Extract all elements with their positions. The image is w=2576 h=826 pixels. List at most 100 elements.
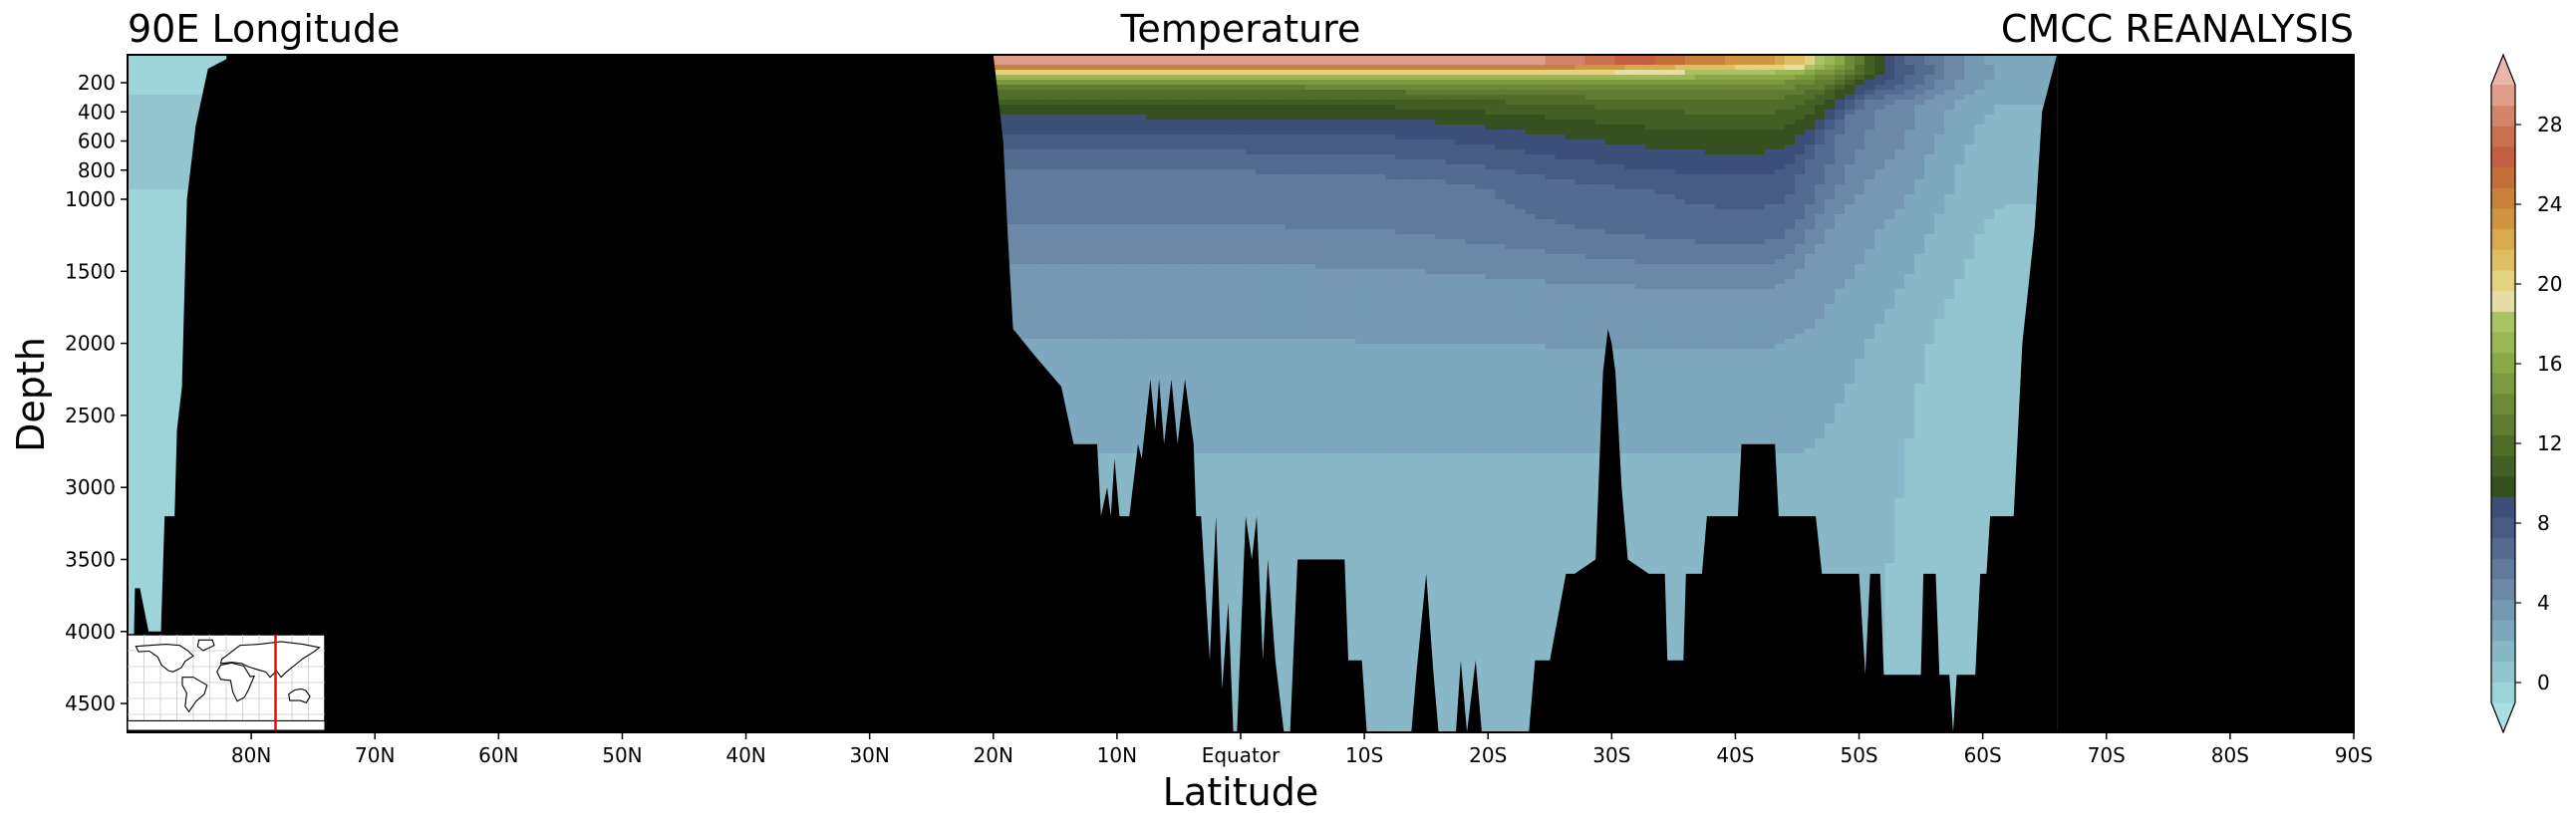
contour-cell: [1734, 174, 1746, 210]
y-tick-label: 3500: [65, 547, 116, 571]
contour-cell: [1215, 264, 1227, 340]
contour-cell: [1694, 244, 1706, 265]
contour-cell: [1435, 85, 1446, 91]
contour-cell: [1584, 159, 1596, 185]
contour-cell: [1405, 75, 1416, 81]
contour-cell: [1614, 90, 1626, 101]
contour-cell: [1525, 55, 1537, 66]
contour-cell: [1215, 55, 1227, 66]
land-mask-antarctica: [2057, 55, 2354, 732]
contour-cell: [1475, 189, 1487, 245]
contour-cell: [1455, 70, 1467, 76]
contour-cell: [1345, 90, 1356, 101]
contour-cell: [1235, 55, 1247, 66]
contour-cell: [1225, 55, 1237, 66]
contour-cell: [128, 55, 139, 96]
colorbar-band: [2491, 558, 2515, 580]
contour-cell: [1835, 184, 1846, 215]
contour-cell: [1435, 344, 1446, 454]
contour-cell: [1045, 70, 1057, 76]
contour-cell: [1095, 105, 1107, 116]
contour-cell: [1574, 65, 1586, 71]
contour-cell: [1864, 90, 1875, 96]
contour-cell: [1195, 90, 1207, 101]
contour-cell: [1085, 85, 1097, 91]
contour-cell: [1845, 70, 1856, 76]
contour-cell: [1495, 169, 1507, 200]
contour-cell: [1235, 70, 1247, 76]
contour-cell: [1105, 70, 1117, 76]
contour-cell: [1286, 453, 1296, 732]
contour-cell: [1944, 90, 1955, 111]
contour-cell: [1924, 65, 1935, 76]
contour-cell: [1335, 90, 1346, 101]
contour-cell: [1286, 90, 1296, 101]
contour-cell: [1195, 75, 1207, 81]
contour-cell: [1495, 149, 1507, 170]
contour-cell: [996, 105, 1007, 116]
contour-cell: [1435, 70, 1446, 76]
contour-cell: [1215, 169, 1227, 225]
contour-cell: [1744, 85, 1756, 91]
contour-cell: [1714, 115, 1726, 131]
contour-cell: [1045, 75, 1057, 81]
contour-cell: [1694, 130, 1706, 150]
contour-cell: [1555, 254, 1567, 285]
contour-cell: [1744, 130, 1756, 155]
contour-cell: [1335, 105, 1346, 121]
contour-cell: [1714, 80, 1726, 86]
contour-cell: [1515, 453, 1527, 732]
contour-cell: [1425, 234, 1436, 275]
contour-cell: [1855, 149, 1865, 195]
contour-cell: [1724, 90, 1736, 101]
contour-cell: [1105, 224, 1117, 265]
contour-cell: [1125, 75, 1137, 81]
contour-cell: [1594, 90, 1606, 101]
contour-cell: [1025, 264, 1037, 340]
contour-cell: [1435, 453, 1446, 732]
contour-cell: [1884, 159, 1895, 220]
contour-cell: [1035, 169, 1047, 225]
contour-cell: [1405, 159, 1416, 180]
contour-cell: [1934, 80, 1945, 96]
contour-cell: [1175, 70, 1187, 76]
contour-cell: [1515, 149, 1527, 175]
contour-cell: [1815, 244, 1826, 320]
colorbar-tick-label: 0: [2537, 671, 2550, 694]
contour-cell: [1455, 100, 1467, 111]
contour-cell: [1115, 90, 1127, 101]
contour-cell: [1864, 179, 1875, 250]
contour-cell: [1574, 55, 1586, 66]
contour-cell: [1744, 264, 1756, 290]
contour-cell: [1475, 453, 1487, 732]
contour-cell: [1365, 55, 1376, 66]
contour-cell: [1904, 90, 1915, 101]
contour-cell: [1784, 55, 1796, 66]
contour-cell: [1754, 264, 1766, 290]
contour-cell: [1825, 85, 1836, 91]
contour-cell: [1225, 105, 1237, 121]
contour-cell: [1664, 70, 1676, 76]
contour-cell: [1045, 115, 1057, 136]
contour-cell: [1155, 135, 1167, 150]
contour-cell: [1764, 174, 1776, 205]
contour-cell: [1405, 234, 1416, 270]
contour-cell: [1495, 80, 1507, 86]
contour-cell: [1055, 105, 1067, 116]
contour-cell: [1235, 85, 1247, 91]
contour-cell: [1574, 120, 1586, 140]
contour-cell: [1165, 264, 1177, 340]
y-tick-label: 600: [78, 130, 116, 153]
contour-cell: [157, 189, 168, 732]
contour-cell: [1754, 130, 1766, 155]
contour-cell: [1714, 90, 1726, 101]
contour-cell: [1594, 55, 1606, 66]
contour-cell: [1815, 144, 1826, 185]
contour-cell: [1855, 55, 1865, 66]
contour-cell: [996, 75, 1007, 81]
contour-cell: [1664, 65, 1676, 71]
contour-cell: [1784, 279, 1796, 340]
contour-cell: [1345, 269, 1356, 340]
contour-cell: [1256, 70, 1267, 76]
contour-cell: [1754, 244, 1766, 265]
